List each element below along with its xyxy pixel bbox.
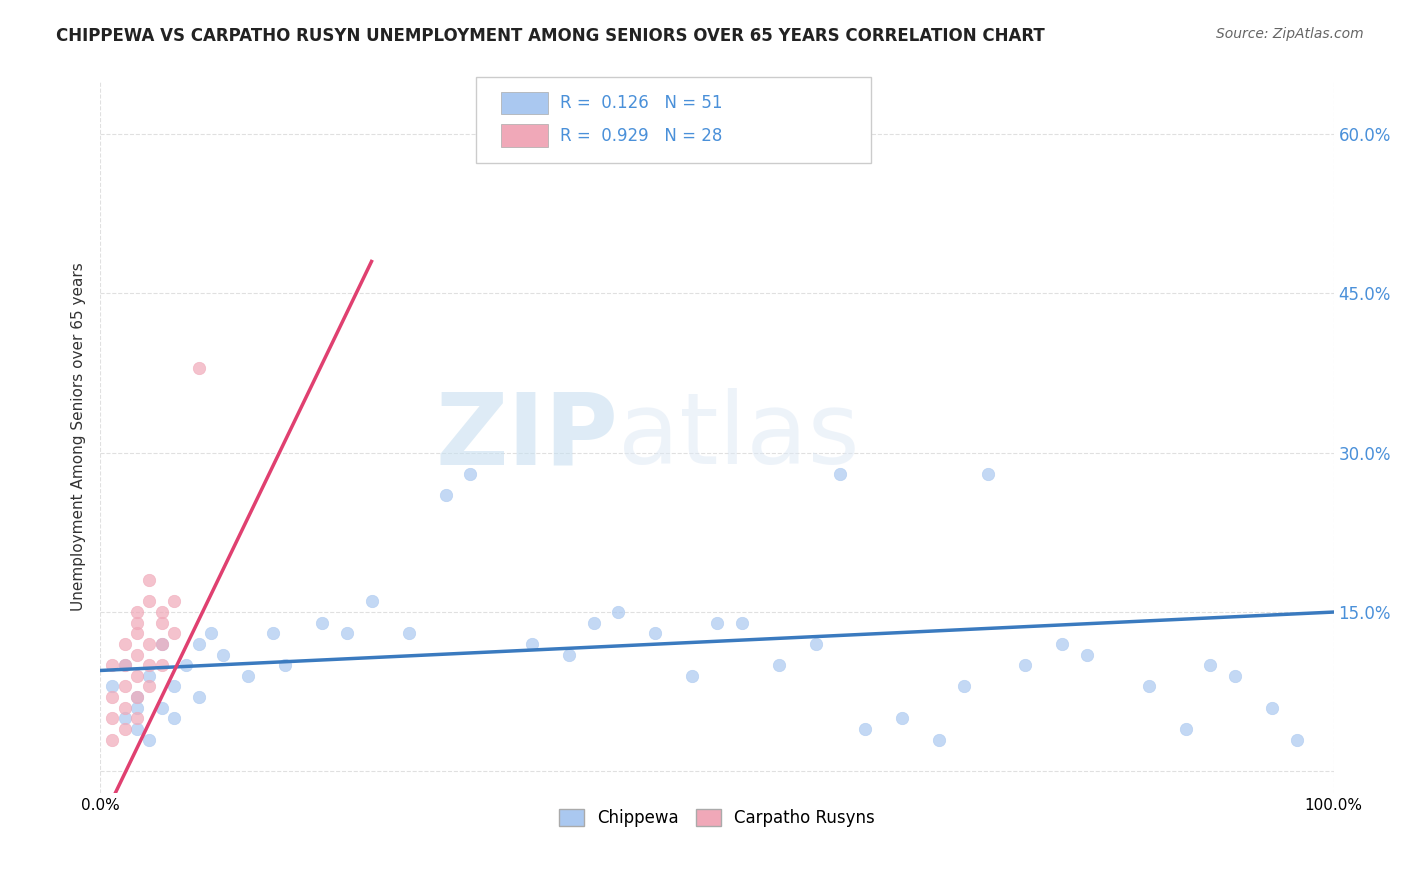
Point (236, 669, 259, 683)
Point (127, 648, 149, 662)
Point (114, 637, 136, 651)
Point (101, 680, 124, 694)
Point (360, 594, 382, 608)
Point (138, 594, 160, 608)
Point (138, 732, 160, 747)
Point (127, 711, 149, 725)
Text: Source: ZipAtlas.com: Source: ZipAtlas.com (1216, 27, 1364, 41)
Point (138, 680, 160, 694)
Point (212, 648, 235, 662)
Point (150, 658, 173, 673)
Point (114, 658, 136, 673)
FancyBboxPatch shape (501, 124, 548, 147)
Point (114, 711, 136, 725)
Point (127, 605, 149, 619)
Point (398, 626, 420, 640)
Point (804, 637, 827, 651)
Text: R =  0.126   N = 51: R = 0.126 N = 51 (560, 94, 723, 112)
Point (977, 467, 1000, 481)
Point (163, 626, 186, 640)
Point (1199, 658, 1222, 673)
Point (644, 626, 666, 640)
Point (187, 360, 209, 375)
Point (163, 680, 186, 694)
Point (150, 615, 173, 630)
Point (706, 615, 728, 630)
Point (150, 637, 173, 651)
Point (127, 626, 149, 640)
Point (582, 615, 605, 630)
Point (138, 658, 160, 673)
Point (274, 658, 297, 673)
Text: R =  0.929   N = 28: R = 0.929 N = 28 (560, 127, 723, 145)
Point (768, 658, 790, 673)
Text: ZIP: ZIP (436, 388, 619, 485)
Point (1223, 669, 1246, 683)
Point (434, 488, 457, 502)
Point (311, 615, 333, 630)
Point (853, 722, 876, 736)
Point (200, 626, 222, 640)
Point (101, 690, 124, 704)
Point (101, 711, 124, 725)
Point (1285, 732, 1308, 747)
Point (336, 626, 359, 640)
Point (138, 573, 160, 587)
Point (163, 594, 186, 608)
Point (890, 711, 912, 725)
Point (127, 669, 149, 683)
Point (114, 680, 136, 694)
Text: CHIPPEWA VS CARPATHO RUSYN UNEMPLOYMENT AMONG SENIORS OVER 65 YEARS CORRELATION : CHIPPEWA VS CARPATHO RUSYN UNEMPLOYMENT … (56, 27, 1045, 45)
Point (1014, 658, 1036, 673)
Point (558, 648, 581, 662)
Point (127, 700, 149, 714)
Point (150, 700, 173, 714)
Point (1261, 700, 1284, 714)
Point (138, 637, 160, 651)
Point (928, 732, 950, 747)
Y-axis label: Unemployment Among Seniors over 65 years: Unemployment Among Seniors over 65 years (72, 262, 86, 611)
Point (127, 690, 149, 704)
Point (187, 690, 209, 704)
Point (952, 680, 974, 694)
FancyBboxPatch shape (477, 78, 872, 162)
Point (176, 658, 198, 673)
Point (163, 711, 186, 725)
Point (114, 658, 136, 673)
Point (607, 605, 630, 619)
Point (127, 690, 149, 704)
Point (114, 722, 136, 736)
Point (830, 467, 852, 481)
Point (150, 637, 173, 651)
Point (187, 637, 209, 651)
Point (262, 626, 284, 640)
Point (127, 615, 149, 630)
Point (114, 700, 136, 714)
Point (127, 722, 149, 736)
Point (1137, 680, 1160, 694)
Point (138, 669, 160, 683)
Point (150, 605, 173, 619)
Point (1076, 648, 1098, 662)
Point (101, 658, 124, 673)
Point (1052, 637, 1074, 651)
Point (458, 467, 481, 481)
Point (681, 669, 703, 683)
Text: atlas: atlas (619, 388, 860, 485)
Point (730, 615, 752, 630)
FancyBboxPatch shape (501, 92, 548, 114)
Point (1174, 722, 1197, 736)
Point (520, 637, 543, 651)
Point (101, 732, 124, 747)
Legend: Chippewa, Carpatho Rusyns: Chippewa, Carpatho Rusyns (553, 803, 882, 834)
